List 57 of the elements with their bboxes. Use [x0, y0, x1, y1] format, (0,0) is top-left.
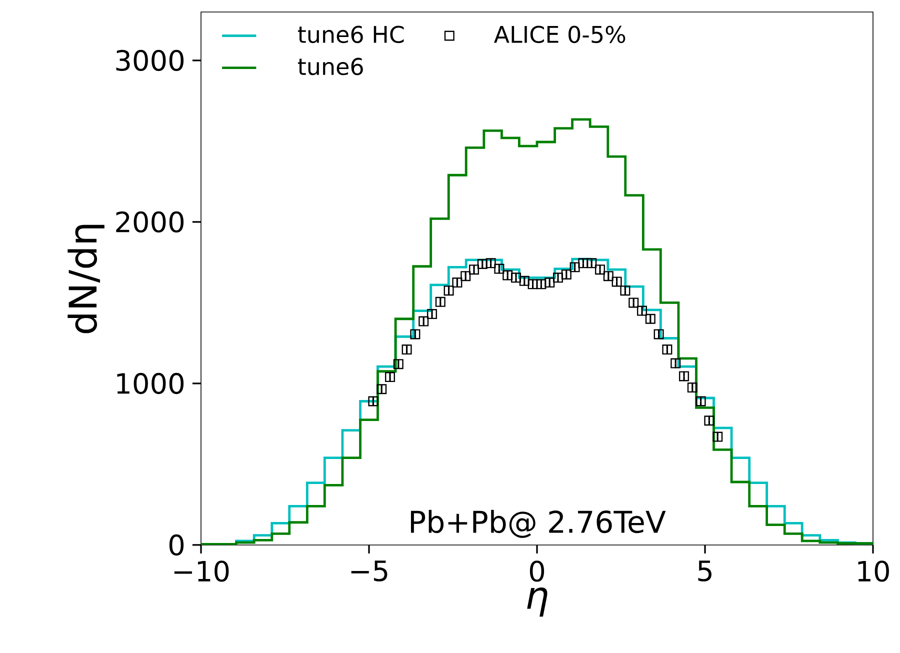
point [712, 432, 723, 442]
point [578, 258, 588, 268]
legend-label: ALICE 0-5% [494, 26, 626, 44]
point [612, 276, 622, 287]
point [670, 358, 681, 368]
point [393, 359, 404, 370]
legend-label: tune6 HC [298, 26, 404, 44]
legend-label: tune6 [298, 58, 363, 76]
y-tick-label: 1000 [117, 372, 184, 394]
point [553, 272, 563, 283]
point [427, 309, 438, 320]
point [536, 279, 546, 290]
point [477, 258, 488, 269]
point [435, 296, 446, 307]
point [561, 269, 572, 280]
point [696, 396, 706, 406]
point [368, 396, 378, 406]
point [704, 416, 714, 426]
point [460, 271, 471, 282]
point [662, 344, 672, 355]
point [678, 371, 689, 382]
point [603, 271, 614, 282]
point [486, 258, 496, 268]
point [519, 276, 530, 286]
x-tick-label: −5 [351, 560, 388, 582]
point [511, 272, 521, 283]
point [628, 298, 639, 308]
x-tick-label: 10 [858, 560, 889, 582]
point [402, 344, 412, 355]
point [570, 262, 580, 272]
point [385, 372, 396, 382]
y-axis-title: dN/dη [68, 224, 104, 334]
point [586, 258, 597, 268]
point [620, 286, 630, 296]
annotation: Pb+Pb@ 2.76TeV [410, 510, 666, 538]
point [376, 384, 387, 394]
point [418, 316, 429, 326]
point [469, 264, 480, 275]
point [502, 270, 513, 280]
point [494, 264, 504, 274]
point [410, 329, 420, 340]
point [528, 279, 538, 290]
y-tick-label: 2000 [116, 211, 184, 233]
point [544, 278, 555, 288]
y-tick-label: 0 [169, 534, 184, 556]
point [595, 264, 605, 275]
point [645, 314, 656, 324]
point [452, 278, 462, 288]
x-tick-label: 5 [698, 560, 712, 582]
point [687, 382, 698, 393]
x-tick-label: −10 [174, 560, 229, 582]
point [444, 286, 454, 296]
point [654, 329, 664, 340]
point [636, 306, 647, 316]
y-tick-label: 3000 [116, 50, 184, 72]
x-axis-title: η [527, 588, 548, 617]
x-tick-label: 0 [530, 560, 544, 582]
